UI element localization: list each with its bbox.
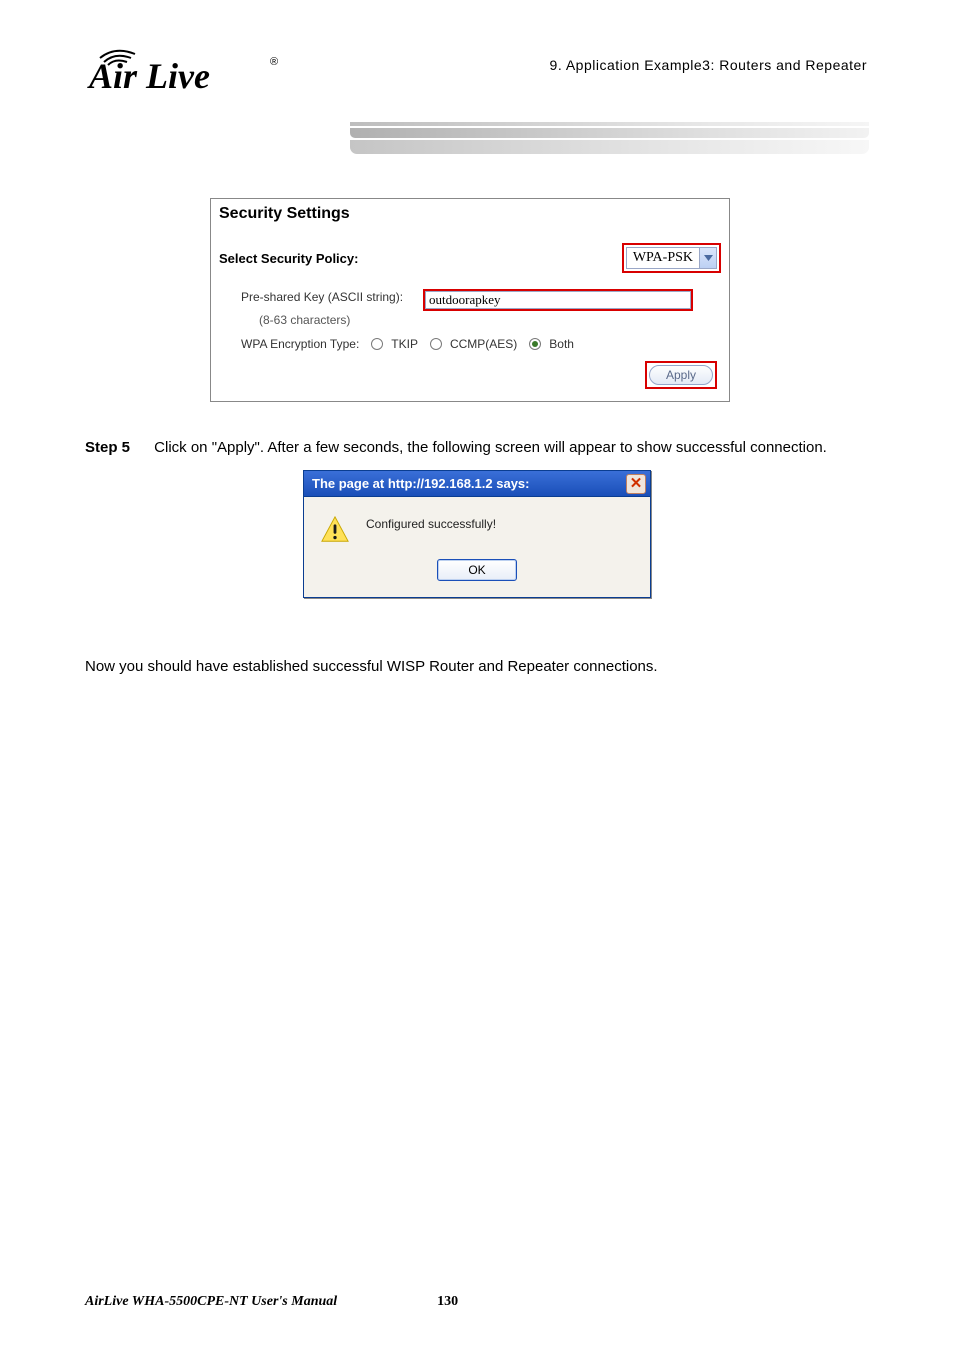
policy-select-value: WPA-PSK — [627, 250, 699, 266]
radio-tkip[interactable] — [371, 338, 383, 350]
radio-tkip-label: TKIP — [391, 337, 418, 351]
psk-label: Pre-shared Key (ASCII string): — [241, 289, 423, 305]
header-gradient — [350, 122, 869, 150]
svg-text:Air Live: Air Live — [87, 56, 210, 95]
step5-label: Step 5 — [85, 437, 150, 458]
policy-select-highlight: WPA-PSK — [622, 243, 721, 273]
dialog-message: Configured successfully! — [366, 515, 496, 531]
policy-label: Select Security Policy: — [219, 251, 358, 266]
panel-title: Security Settings — [217, 205, 723, 223]
psk-input[interactable] — [423, 289, 693, 311]
apply-button-highlight: Apply — [645, 361, 717, 389]
airlive-logo: Air Live ® — [85, 35, 280, 100]
closing-text: Now you should have established successf… — [85, 658, 869, 675]
apply-button[interactable]: Apply — [649, 365, 713, 385]
radio-both-label: Both — [549, 337, 574, 351]
ok-button[interactable]: OK — [437, 559, 516, 581]
encryption-label: WPA Encryption Type: — [241, 337, 359, 351]
policy-select[interactable]: WPA-PSK — [626, 247, 717, 269]
step5-text: Click on "Apply". After a few seconds, t… — [154, 437, 854, 458]
chapter-heading: 9. Application Example3: Routers and Rep… — [550, 35, 869, 73]
svg-text:®: ® — [270, 56, 278, 68]
security-settings-panel: Security Settings Select Security Policy… — [210, 198, 730, 402]
manual-title: AirLive WHA-5500CPE-NT User's Manual — [85, 1294, 337, 1310]
chevron-down-icon[interactable] — [699, 248, 716, 268]
dialog-title: The page at http://192.168.1.2 says: — [312, 476, 529, 491]
page-footer: AirLive WHA-5500CPE-NT User's Manual 130 — [85, 1294, 869, 1310]
page-number: 130 — [437, 1294, 458, 1310]
close-icon[interactable]: ✕ — [626, 474, 646, 494]
radio-both[interactable] — [529, 338, 541, 350]
psk-hint: (8-63 characters) — [259, 313, 723, 327]
radio-ccmp-label: CCMP(AES) — [450, 337, 517, 351]
radio-ccmp[interactable] — [430, 338, 442, 350]
alert-dialog: The page at http://192.168.1.2 says: ✕ C… — [303, 470, 651, 598]
warning-icon — [320, 515, 350, 545]
